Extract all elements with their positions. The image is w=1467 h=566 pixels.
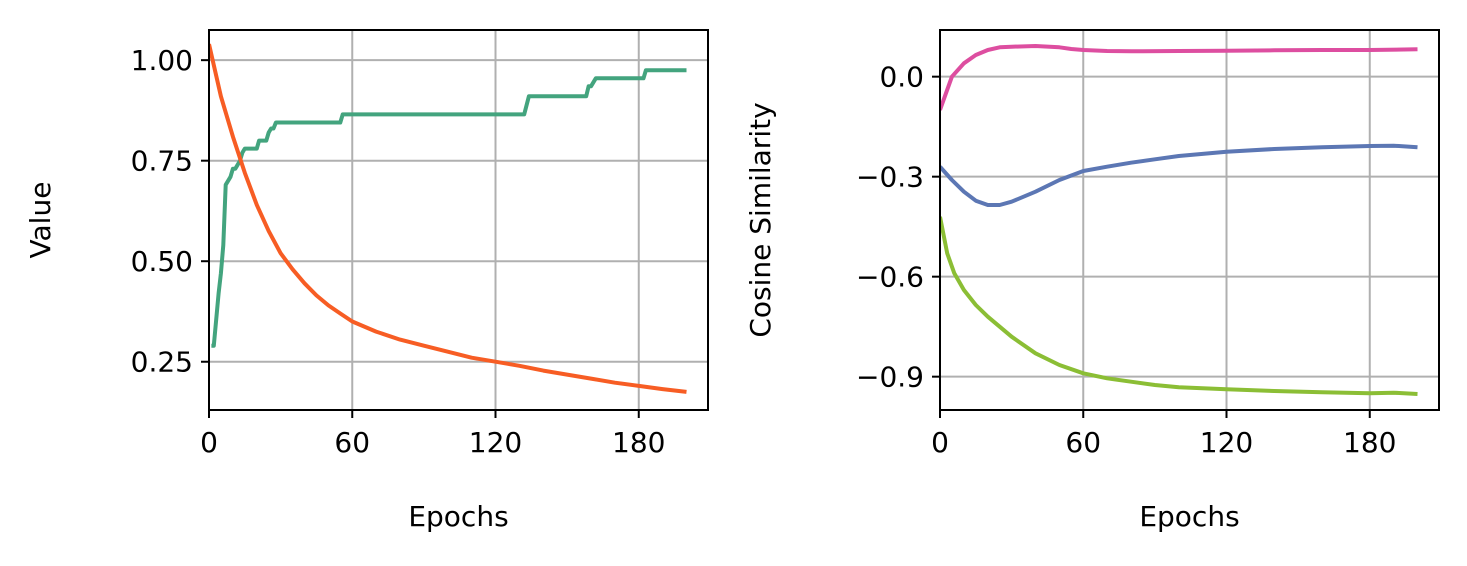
- y-axis-label: Cosine Similarity: [744, 102, 777, 337]
- series-group: [209, 43, 687, 394]
- x-tick-label: 0: [931, 426, 949, 459]
- y-tick-label: 1.00: [131, 44, 193, 77]
- y-tick-label: 0.75: [131, 145, 193, 178]
- y-tick-label: 0.0: [879, 61, 924, 94]
- y-tick-label: −0.9: [856, 361, 924, 394]
- series-line-2: [209, 43, 687, 394]
- gridlines: [939, 30, 1439, 410]
- x-axis-label: Epochs: [408, 500, 508, 533]
- y-axis-label: Value: [24, 182, 57, 259]
- x-axis-label: Epochs: [1139, 500, 1239, 533]
- x-tick-label: 0: [200, 426, 218, 459]
- x-tick-label: 120: [469, 426, 522, 459]
- y-tick-label: 0.50: [131, 245, 193, 278]
- left-plot: 0 60 120 180 0.25 0.50 0.75 1.00 Epochs Value: [24, 29, 709, 533]
- right-plot: 0 60 120 180 0.0 −0.3 −0.6 −0.9 Epochs Cosine Sim…: [744, 29, 1440, 533]
- x-tick-label: 180: [1343, 426, 1396, 459]
- series-line-1: [211, 68, 687, 348]
- x-tick-label: 60: [1065, 426, 1101, 459]
- y-tick-label: −0.3: [856, 161, 924, 194]
- x-tick-label: 180: [612, 426, 665, 459]
- series-group: [940, 44, 1418, 396]
- y-tick-label: −0.6: [856, 261, 924, 294]
- y-tick-label: 0.25: [131, 346, 193, 379]
- series-line-2: [940, 143, 1418, 207]
- x-tick-label: 120: [1200, 426, 1253, 459]
- series-line-3: [940, 216, 1418, 396]
- x-tick-label: 60: [334, 426, 370, 459]
- plot-frame: [939, 29, 1440, 411]
- gridlines: [208, 30, 708, 410]
- series-line-1: [940, 44, 1418, 111]
- plot-frame: [208, 29, 709, 411]
